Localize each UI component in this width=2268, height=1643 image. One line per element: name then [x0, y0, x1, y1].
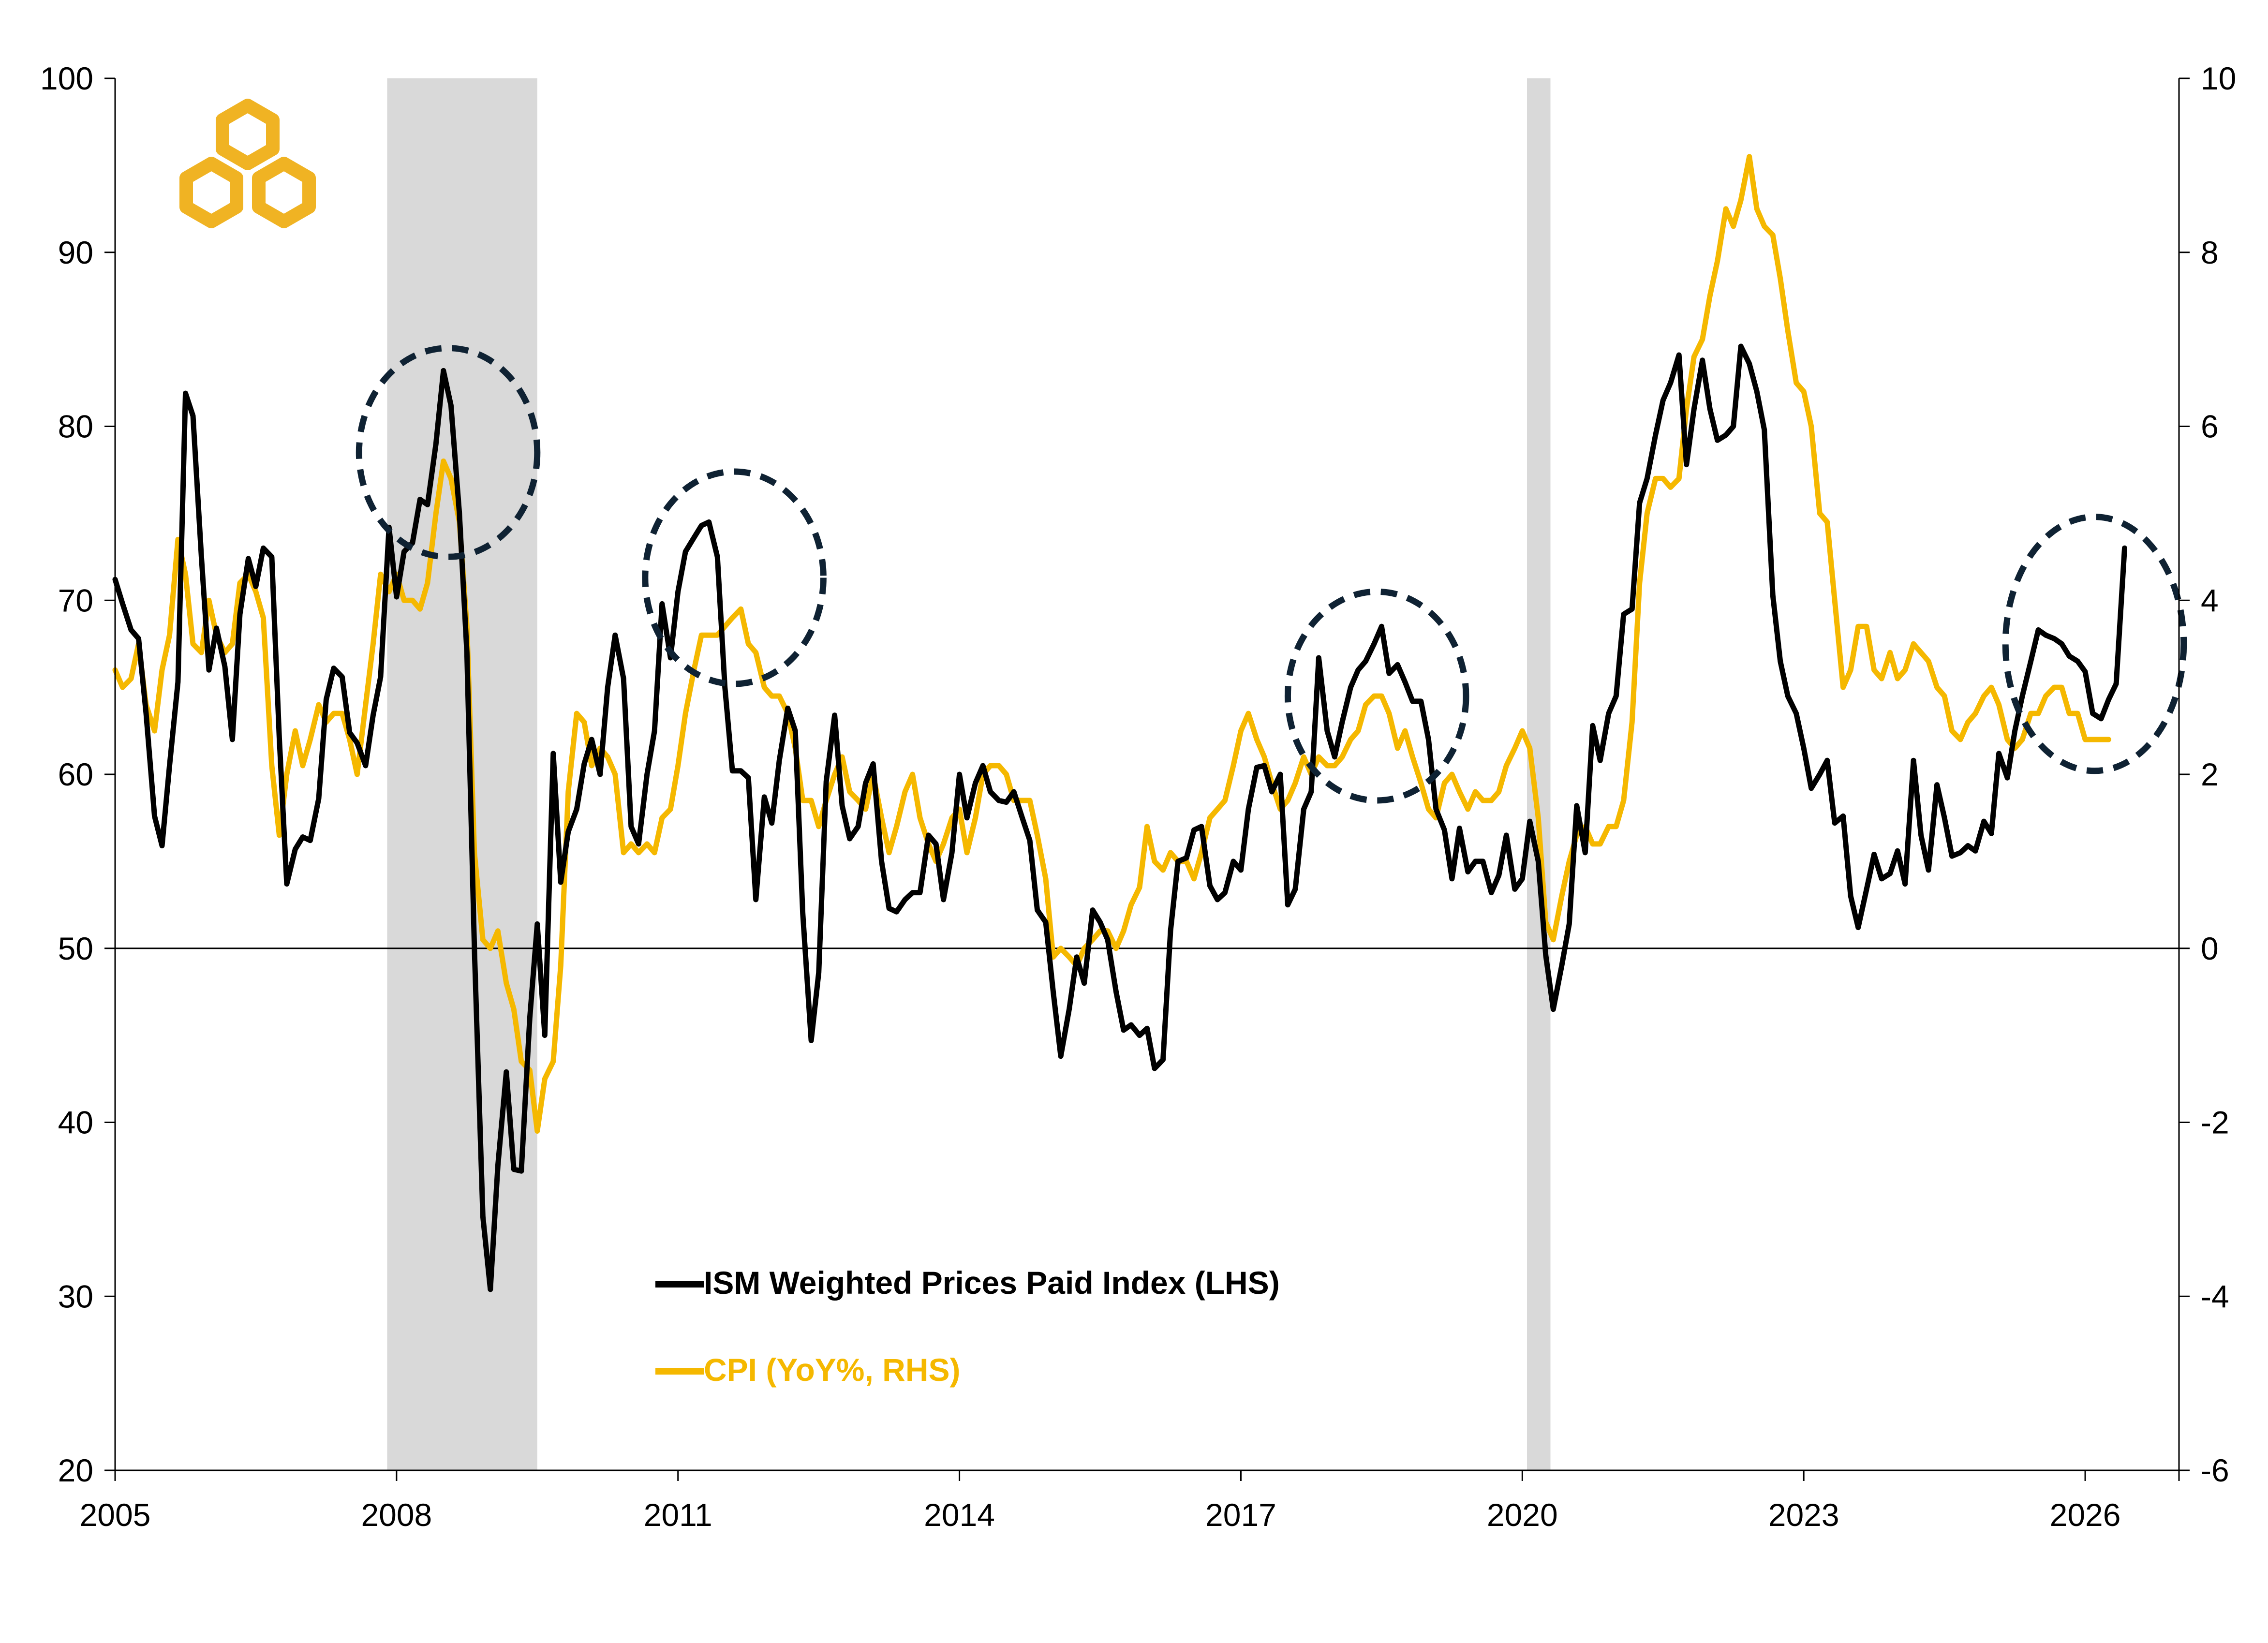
y2-tick-label: 2	[2201, 756, 2219, 792]
x-tick-label: 2014	[924, 1497, 995, 1533]
y-tick-label: 50	[58, 931, 93, 966]
y2-tick-label: 10	[2201, 60, 2236, 96]
highlight-circle-3	[2002, 514, 2187, 774]
legend-label-cpi: CPI (YoY%, RHS)	[704, 1352, 960, 1388]
recession-band-0	[387, 78, 537, 1470]
y-tick-label: 20	[58, 1452, 93, 1488]
y2-tick-label: 8	[2201, 235, 2219, 270]
y-tick-label: 80	[58, 409, 93, 444]
y-tick-label: 60	[58, 756, 93, 792]
series-line-ism	[112, 343, 2127, 1292]
y2-tick-label: 6	[2201, 409, 2219, 444]
y-tick-label: 40	[58, 1105, 93, 1140]
y-tick-label: 100	[40, 60, 93, 96]
x-tick-label: 2023	[1768, 1497, 1839, 1533]
highlight-circle-1	[642, 468, 827, 687]
logo-icon	[179, 99, 316, 228]
legend-item-ism: ISM Weighted Prices Paid Index (LHS)	[655, 1265, 1280, 1301]
highlight-circle-0	[356, 345, 541, 560]
legend-label-ism: ISM Weighted Prices Paid Index (LHS)	[704, 1265, 1280, 1301]
y2-tick-label: -4	[2201, 1278, 2229, 1314]
legend: ISM Weighted Prices Paid Index (LHS) CPI…	[655, 1265, 1280, 1388]
highlight-circle-2	[1284, 588, 1469, 804]
x-tick-label: 2011	[644, 1497, 712, 1533]
y2-tick-label: 0	[2201, 931, 2219, 966]
y-tick-label: 30	[58, 1278, 93, 1314]
x-tick-label: 2005	[80, 1497, 151, 1533]
x-tick-label: 2008	[361, 1497, 432, 1533]
legend-item-cpi: CPI (YoY%, RHS)	[655, 1352, 960, 1388]
y2-tick-label: -6	[2201, 1452, 2229, 1488]
y2-tick-label: 4	[2201, 582, 2219, 618]
series-layer	[112, 154, 2127, 1292]
x-tick-label: 2020	[1487, 1497, 1558, 1533]
y2-tick-label: -2	[2201, 1105, 2229, 1140]
highlight-circle-layer	[356, 345, 2187, 804]
recession-shading-layer	[387, 78, 1551, 1470]
x-tick-label: 2017	[1205, 1497, 1276, 1533]
series-line-cpi	[112, 154, 2111, 1134]
y-tick-label: 90	[58, 235, 93, 270]
axes-layer: 20 30 40 50 60 70 80 90 100 -6 -4 -2 0 2 4 6 8 10 2005 2008…	[40, 60, 2237, 1533]
y-tick-label: 70	[58, 582, 93, 618]
x-tick-label: 2026	[2050, 1497, 2121, 1533]
